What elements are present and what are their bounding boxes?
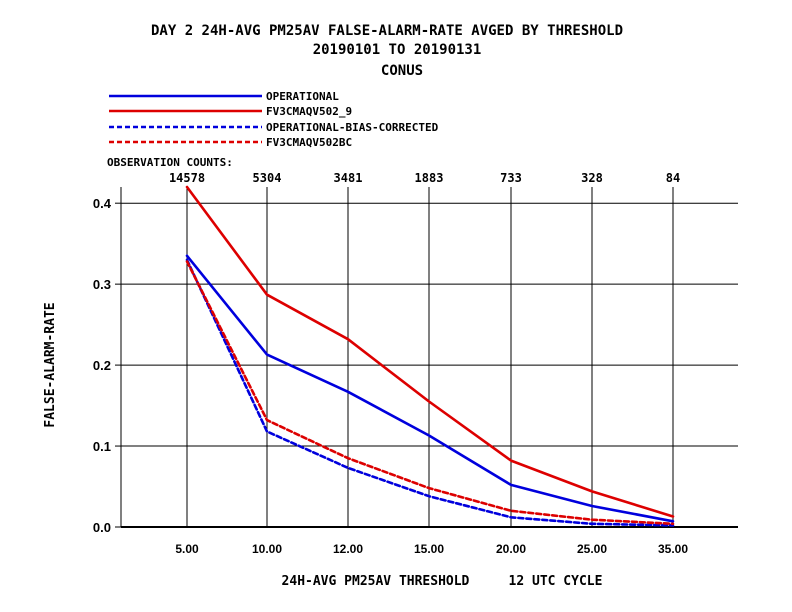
legend-label: FV3CMAQV502BC	[266, 136, 352, 149]
legend-label: OPERATIONAL	[266, 90, 339, 103]
legend-label: FV3CMAQV502_9	[266, 105, 352, 118]
x-tick-label: 25.00	[577, 542, 607, 556]
chart-subtitle-region: CONUS	[381, 63, 423, 79]
obs-count-label: 84	[666, 171, 680, 185]
series-line	[185, 254, 675, 523]
chart-title: DAY 2 24H-AVG PM25AV FALSE-ALARM-RATE AV…	[151, 23, 623, 39]
y-tick-label: 0.4	[93, 196, 112, 211]
obs-count-label: 5304	[253, 171, 282, 185]
obs-count-label: 3481	[334, 171, 363, 185]
series-line	[185, 185, 675, 518]
y-tick-label: 0.0	[93, 520, 111, 535]
x-tick-label: 35.00	[658, 542, 688, 556]
x-axis-ticks: 5.00 10.00 12.00 15.00 20.00 25.00 35.00	[175, 542, 688, 556]
chart-subtitle-dates: 20190101 TO 20190131	[313, 42, 482, 58]
series-line	[185, 258, 675, 527]
obs-count-label: 14578	[169, 171, 205, 185]
x-tick-label: 5.00	[175, 542, 199, 556]
grid	[120, 187, 738, 528]
obs-count-label: 328	[581, 171, 603, 185]
y-axis-ticks: 0.0 0.1 0.2 0.3 0.4	[93, 196, 121, 535]
y-axis-label: FALSE-ALARM-RATE	[43, 302, 58, 427]
x-tick-label: 20.00	[496, 542, 526, 556]
x-tick-label: 10.00	[252, 542, 282, 556]
series-line	[185, 260, 675, 526]
y-tick-label: 0.3	[93, 277, 111, 292]
x-axis-label: 24H-AVG PM25AV THRESHOLD 12 UTC CYCLE	[282, 574, 603, 589]
obs-counts-label: OBSERVATION COUNTS:	[107, 156, 233, 169]
legend: OPERATIONAL FV3CMAQV502_9 OPERATIONAL-BIAS…	[109, 90, 439, 149]
x-tick-label: 12.00	[333, 542, 363, 556]
x-tick-label: 15.00	[414, 542, 444, 556]
obs-count-label: 1883	[415, 171, 444, 185]
y-tick-label: 0.2	[93, 358, 111, 373]
series-layer	[185, 185, 675, 527]
obs-counts: 14578 5304 3481 1883 733 328 84	[169, 171, 680, 185]
y-tick-label: 0.1	[93, 439, 111, 454]
legend-label: OPERATIONAL-BIAS-CORRECTED	[266, 121, 439, 134]
obs-count-label: 733	[500, 171, 522, 185]
